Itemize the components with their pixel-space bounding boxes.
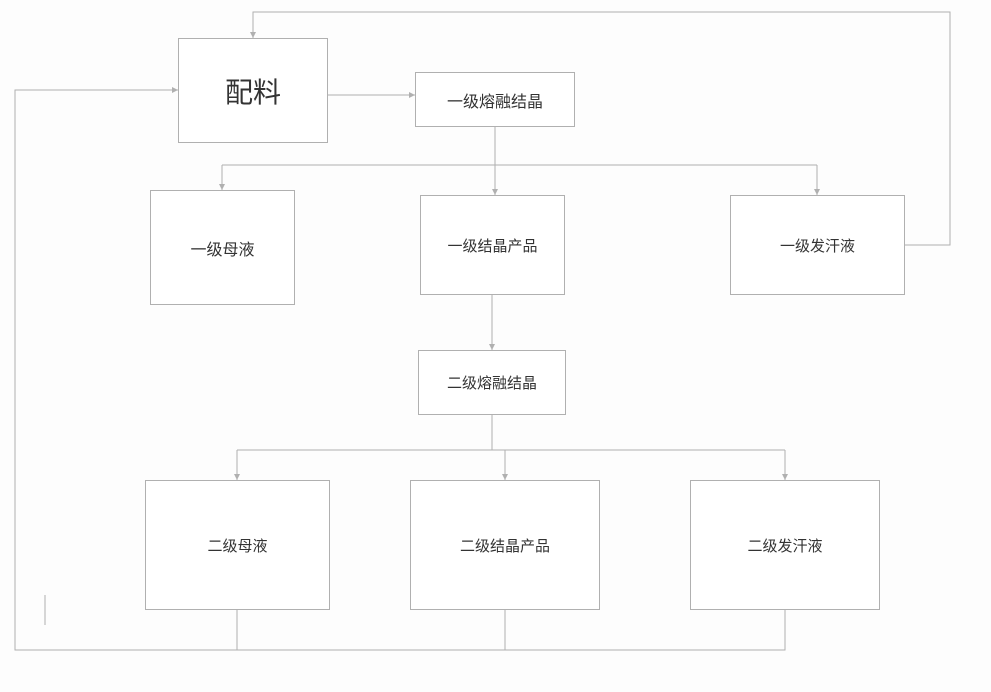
- node-peiliao: 配料: [178, 38, 328, 143]
- node-l2-product: 二级结晶产品: [410, 480, 600, 610]
- label-l1-product: 一级结晶产品: [447, 235, 537, 256]
- node-l2-sweat: 二级发汗液: [690, 480, 880, 610]
- label-l2-product: 二级结晶产品: [460, 535, 550, 556]
- label-peiliao: 配料: [225, 71, 281, 111]
- flowchart-canvas: 配料 一级熔融结晶 一级母液 一级结晶产品 一级发汗液 二级熔融结晶 二级母液 …: [0, 0, 991, 692]
- label-l1-melt: 一级熔融结晶: [447, 88, 543, 112]
- label-l1-mother: 一级母液: [190, 236, 254, 260]
- node-l1-mother: 一级母液: [150, 190, 295, 305]
- label-l2-mother: 二级母液: [207, 535, 267, 556]
- node-l1-product: 一级结晶产品: [420, 195, 565, 295]
- label-l2-melt: 二级熔融结晶: [447, 372, 537, 393]
- label-l2-sweat: 二级发汗液: [747, 535, 822, 556]
- node-l1-sweat: 一级发汗液: [730, 195, 905, 295]
- label-l1-sweat: 一级发汗液: [780, 235, 855, 256]
- node-l2-melt: 二级熔融结晶: [418, 350, 566, 415]
- node-l2-mother: 二级母液: [145, 480, 330, 610]
- node-l1-melt: 一级熔融结晶: [415, 72, 575, 127]
